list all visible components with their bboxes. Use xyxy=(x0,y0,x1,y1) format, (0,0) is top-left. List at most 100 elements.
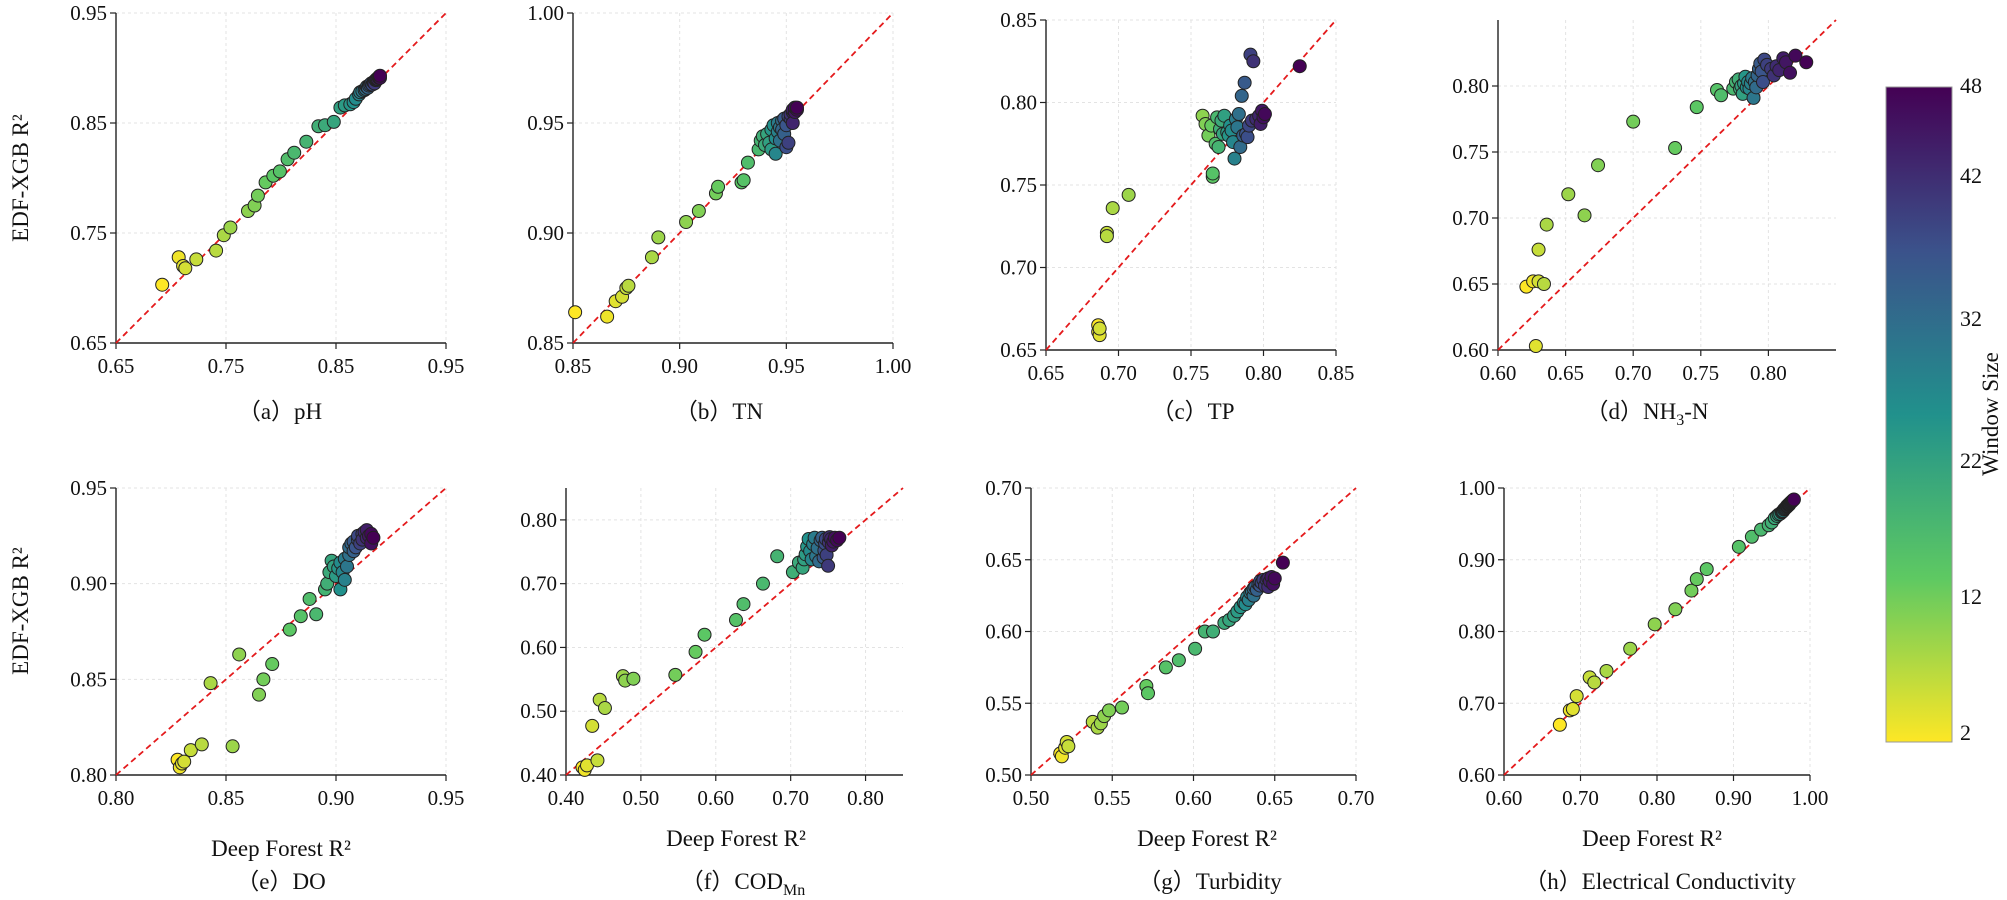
x-tick-label: 0.65 xyxy=(98,354,135,378)
data-point xyxy=(691,204,706,218)
data-point xyxy=(1561,187,1576,202)
y-tick-label: 0.85 xyxy=(70,667,107,691)
data-point xyxy=(366,530,381,545)
data-point xyxy=(1115,700,1129,715)
reference-line xyxy=(572,12,894,344)
data-point xyxy=(1257,107,1272,122)
x-tick-label: 0.50 xyxy=(1013,786,1050,810)
data-point xyxy=(1211,140,1226,155)
data-point xyxy=(740,155,755,170)
caption-f: （f）CODMn xyxy=(681,869,805,899)
caption-b: （b）TN xyxy=(675,399,764,424)
caption-c: （c）TP xyxy=(1151,399,1234,424)
data-point xyxy=(688,644,703,659)
data-point xyxy=(256,672,271,687)
y-tick-label: 0.85 xyxy=(1000,8,1037,32)
y-tick-label: 0.70 xyxy=(520,572,557,596)
data-point xyxy=(183,743,198,758)
data-point xyxy=(1689,572,1704,587)
data-point xyxy=(1755,75,1770,90)
panel-d: 0.60 0.65 0.70 0.75 0.80 0.60 0.65 0.70 0.75 0.80 xyxy=(1452,19,1837,385)
data-point xyxy=(1788,48,1803,63)
y-tick-label: 0.80 xyxy=(520,508,557,532)
data-point xyxy=(1102,703,1116,718)
data-point xyxy=(1141,686,1155,701)
data-point xyxy=(282,622,297,637)
x-tick-label: 0.95 xyxy=(428,786,465,810)
colorbar: 48 42 32 22 12 2 Window Size xyxy=(1885,73,2003,745)
y-tick-label: 0.90 xyxy=(527,221,564,245)
data-point xyxy=(1587,675,1602,690)
y-tick-label: 0.95 xyxy=(70,476,107,500)
x-tick-label: 0.85 xyxy=(1318,361,1355,385)
x-tick-label: 0.40 xyxy=(548,786,585,810)
data-point xyxy=(203,676,218,691)
panel-h: 0.60 0.70 0.80 0.90 1.00 0.60 0.70 0.80 0.90 1.00 xyxy=(1458,476,1828,810)
x-tick-label: 0.90 xyxy=(661,354,698,378)
x-tick-label: 0.80 xyxy=(847,786,884,810)
caption-d: （d）NH3-N xyxy=(1585,399,1708,429)
x-tick-label: 0.90 xyxy=(1715,786,1752,810)
colorbar-tick-12: 12 xyxy=(1960,584,1982,609)
data-point xyxy=(177,754,192,769)
y-tick-label: 0.70 xyxy=(1458,691,1495,715)
data-point xyxy=(736,597,751,612)
panel-g: 0.50 0.55 0.60 0.65 0.70 0.50 0.55 0.60 0.65 0.70 xyxy=(985,476,1374,810)
data-point xyxy=(189,252,204,267)
caption-e: （e）DO xyxy=(236,869,325,894)
x-tick-label: 0.95 xyxy=(428,354,465,378)
x-tick-label: 0.55 xyxy=(1094,786,1131,810)
data-point xyxy=(373,68,387,83)
x-tick-label: 0.80 xyxy=(1750,361,1787,385)
y-tick-label: 0.85 xyxy=(527,331,564,355)
y-tick-label: 0.95 xyxy=(527,111,564,135)
y-tick-label: 0.60 xyxy=(985,620,1022,644)
data-point xyxy=(755,576,770,591)
data-point xyxy=(1171,653,1186,668)
y-tick-label: 0.70 xyxy=(985,476,1022,500)
data-point xyxy=(1092,321,1107,336)
y-tick-label: 0.80 xyxy=(70,763,107,787)
data-point xyxy=(1267,571,1282,586)
data-point xyxy=(1783,65,1798,80)
data-point xyxy=(1668,141,1683,156)
y-tick-label: 0.60 xyxy=(520,635,557,659)
data-point xyxy=(1569,689,1584,704)
x-tick-label: 0.70 xyxy=(1615,361,1652,385)
data-point xyxy=(1292,59,1307,74)
x-tick-label: 0.60 xyxy=(1486,786,1523,810)
data-point xyxy=(1539,217,1554,232)
data-point xyxy=(1668,602,1683,617)
data-point xyxy=(585,718,600,733)
data-point xyxy=(223,220,238,235)
data-point xyxy=(1099,229,1114,244)
data-point xyxy=(1689,100,1704,115)
y-tick-label: 1.00 xyxy=(527,1,564,25)
data-point xyxy=(770,549,785,564)
caption-g: （g）Turbidity xyxy=(1138,869,1282,894)
data-point xyxy=(225,739,240,754)
x-tick-label: 1.00 xyxy=(875,354,912,378)
x-tick-label: 0.60 xyxy=(697,786,734,810)
x-tick-label: 0.70 xyxy=(1338,786,1375,810)
data-point xyxy=(568,305,583,320)
data-point xyxy=(821,558,836,573)
y-tick-label: 0.90 xyxy=(1458,548,1495,572)
y-tick-label: 0.60 xyxy=(1452,338,1489,362)
data-point xyxy=(250,188,265,203)
data-point xyxy=(178,261,193,276)
data-point xyxy=(155,277,170,292)
y-tick-label: 0.65 xyxy=(1000,338,1037,362)
data-point xyxy=(1227,151,1242,166)
data-point xyxy=(1246,54,1261,69)
data-point xyxy=(1552,717,1567,732)
y-tick-label: 0.40 xyxy=(520,763,557,787)
data-point xyxy=(1699,562,1714,577)
data-point xyxy=(1536,277,1551,291)
y-tick-label: 0.95 xyxy=(70,1,107,25)
x-tick-label: 0.65 xyxy=(1256,786,1293,810)
y-axis-label-top: EDF-XGB R² xyxy=(8,114,33,242)
data-point xyxy=(1565,701,1580,716)
x-tick-label: 0.85 xyxy=(318,354,355,378)
data-point xyxy=(1206,624,1220,639)
